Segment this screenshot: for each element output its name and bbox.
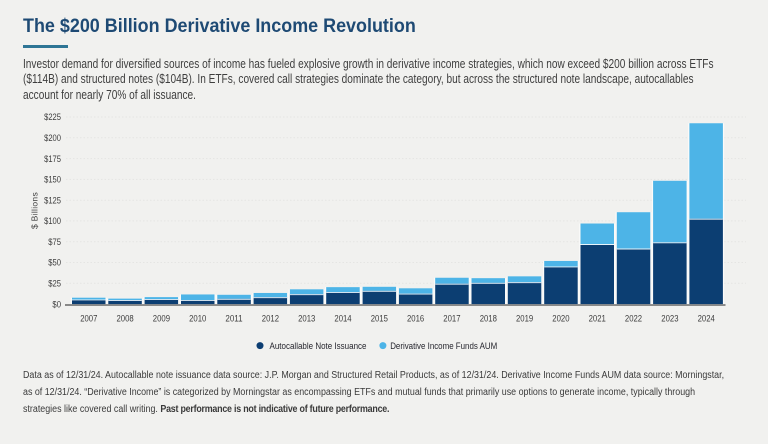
svg-text:$225: $225 <box>44 112 61 122</box>
svg-text:$0: $0 <box>52 299 61 309</box>
svg-text:Derivative Income Funds AUM: Derivative Income Funds AUM <box>390 341 497 351</box>
svg-text:$50: $50 <box>48 258 61 268</box>
svg-text:$ Billions: $ Billions <box>30 192 40 229</box>
svg-text:2018: 2018 <box>480 314 497 324</box>
svg-text:$175: $175 <box>44 154 61 164</box>
svg-text:Autocallable Note Issuance: Autocallable Note Issuance <box>270 341 367 351</box>
svg-text:2022: 2022 <box>625 314 642 324</box>
svg-text:2017: 2017 <box>443 314 460 324</box>
svg-text:2021: 2021 <box>589 314 606 324</box>
svg-text:2007: 2007 <box>80 314 97 324</box>
svg-text:$100: $100 <box>44 216 61 226</box>
svg-text:2012: 2012 <box>262 314 279 324</box>
svg-text:2023: 2023 <box>661 314 678 324</box>
svg-text:2024: 2024 <box>698 314 715 324</box>
svg-text:2015: 2015 <box>371 314 388 324</box>
svg-text:2009: 2009 <box>153 314 170 324</box>
svg-text:$150: $150 <box>44 175 61 185</box>
svg-text:2020: 2020 <box>552 314 569 324</box>
svg-text:2011: 2011 <box>225 314 242 324</box>
svg-text:2008: 2008 <box>117 314 134 324</box>
svg-text:2016: 2016 <box>407 314 424 324</box>
svg-text:$200: $200 <box>44 133 61 143</box>
svg-text:$125: $125 <box>44 195 61 205</box>
svg-text:2013: 2013 <box>298 314 315 324</box>
svg-text:2010: 2010 <box>189 314 206 324</box>
svg-text:2019: 2019 <box>516 314 533 324</box>
svg-text:$25: $25 <box>48 279 61 289</box>
svg-text:2014: 2014 <box>334 314 351 324</box>
svg-text:$75: $75 <box>48 237 61 247</box>
